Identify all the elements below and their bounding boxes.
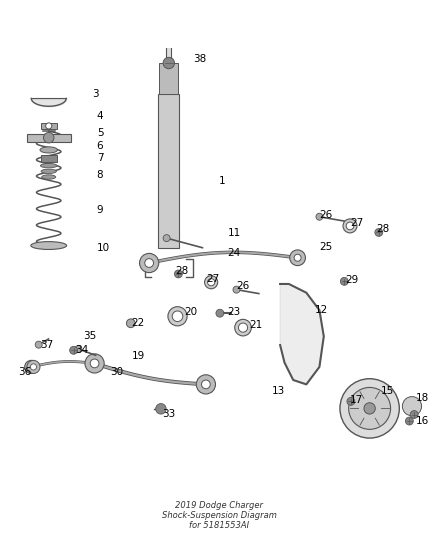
Text: 21: 21 <box>250 320 263 330</box>
Text: 1: 1 <box>219 176 226 187</box>
Circle shape <box>155 403 166 414</box>
Text: 38: 38 <box>193 54 206 64</box>
Circle shape <box>347 398 355 405</box>
Circle shape <box>140 253 159 272</box>
Text: 34: 34 <box>75 345 88 356</box>
Circle shape <box>410 410 418 418</box>
Text: 5: 5 <box>97 128 103 139</box>
Circle shape <box>27 360 40 374</box>
Ellipse shape <box>40 164 57 168</box>
Circle shape <box>30 364 36 370</box>
Circle shape <box>316 213 323 220</box>
Circle shape <box>233 286 240 293</box>
Circle shape <box>406 417 413 425</box>
Bar <box>159 63 178 94</box>
Circle shape <box>403 397 422 416</box>
Bar <box>27 134 71 142</box>
Circle shape <box>349 387 391 430</box>
Circle shape <box>163 58 174 69</box>
Text: 36: 36 <box>18 367 32 377</box>
Circle shape <box>205 276 218 289</box>
Polygon shape <box>280 284 324 384</box>
Text: 9: 9 <box>97 205 103 215</box>
Text: 20: 20 <box>184 308 197 317</box>
Text: 15: 15 <box>381 386 394 396</box>
Text: 10: 10 <box>97 243 110 253</box>
Circle shape <box>343 219 357 233</box>
Bar <box>158 94 179 248</box>
Bar <box>41 123 57 128</box>
Circle shape <box>290 250 305 265</box>
Text: 25: 25 <box>319 242 333 252</box>
Text: 27: 27 <box>350 218 363 228</box>
Text: 30: 30 <box>110 367 123 377</box>
Bar <box>166 7 171 68</box>
Text: 17: 17 <box>350 394 363 405</box>
Text: 23: 23 <box>228 308 241 317</box>
Circle shape <box>168 306 187 326</box>
Circle shape <box>172 311 183 321</box>
Text: 4: 4 <box>97 111 103 121</box>
Circle shape <box>85 354 104 373</box>
Text: 8: 8 <box>97 170 103 180</box>
Ellipse shape <box>42 175 56 179</box>
Circle shape <box>43 133 54 143</box>
Ellipse shape <box>41 169 57 174</box>
Circle shape <box>163 235 170 241</box>
Text: 11: 11 <box>228 228 241 238</box>
Circle shape <box>364 403 375 414</box>
Text: 6: 6 <box>97 141 103 151</box>
Circle shape <box>340 277 348 285</box>
Text: 22: 22 <box>132 318 145 328</box>
Circle shape <box>127 319 135 328</box>
Circle shape <box>294 254 301 261</box>
Circle shape <box>216 309 224 317</box>
Ellipse shape <box>31 241 67 249</box>
Circle shape <box>340 379 399 438</box>
Text: 19: 19 <box>132 351 145 361</box>
Circle shape <box>196 375 215 394</box>
Circle shape <box>235 319 251 336</box>
Text: 2019 Dodge Charger
Shock-Suspension Diagram
for 5181553AI: 2019 Dodge Charger Shock-Suspension Diag… <box>162 500 276 530</box>
Circle shape <box>35 341 42 348</box>
Circle shape <box>238 323 247 332</box>
Circle shape <box>70 346 78 354</box>
Text: 13: 13 <box>272 386 285 396</box>
Text: 7: 7 <box>97 153 103 163</box>
Text: 3: 3 <box>92 89 99 99</box>
Text: 28: 28 <box>175 266 189 276</box>
Circle shape <box>25 360 38 374</box>
Text: 26: 26 <box>319 209 333 220</box>
Text: 27: 27 <box>206 274 219 284</box>
Text: 28: 28 <box>376 224 389 235</box>
Text: 16: 16 <box>416 416 429 426</box>
Text: 29: 29 <box>346 274 359 285</box>
Text: 18: 18 <box>416 393 429 403</box>
Text: 33: 33 <box>162 409 176 418</box>
Ellipse shape <box>40 147 57 153</box>
Circle shape <box>346 222 354 230</box>
Circle shape <box>145 259 153 268</box>
Circle shape <box>174 270 182 278</box>
Circle shape <box>201 380 210 389</box>
Text: 24: 24 <box>228 248 241 259</box>
Text: 35: 35 <box>84 332 97 341</box>
Text: 37: 37 <box>40 340 53 350</box>
Circle shape <box>46 123 52 129</box>
Circle shape <box>75 345 82 352</box>
Circle shape <box>90 359 99 368</box>
Text: 12: 12 <box>315 305 328 315</box>
Text: 26: 26 <box>237 281 250 291</box>
Bar <box>41 155 57 162</box>
Circle shape <box>208 279 215 286</box>
Circle shape <box>375 229 383 236</box>
